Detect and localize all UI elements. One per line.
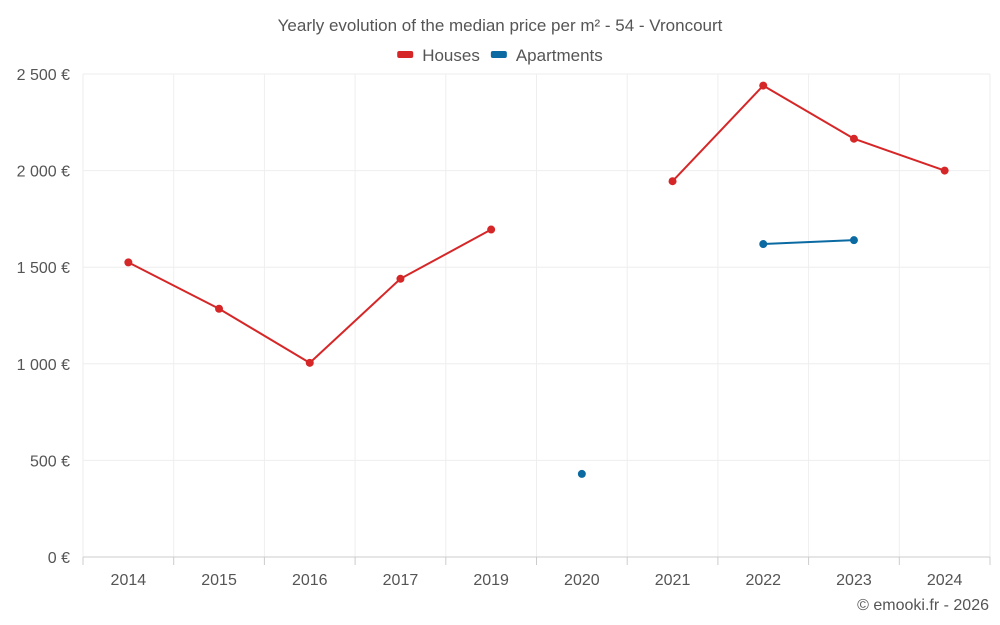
x-tick-label: 2015 (201, 572, 237, 589)
x-tick-label: 2023 (836, 572, 872, 589)
houses-line-segment (762, 84, 855, 140)
houses-line-segment (308, 277, 402, 364)
houses-point[interactable] (305, 358, 314, 367)
houses-line-segment (127, 261, 221, 310)
y-tick-label: 2 000 € (17, 164, 70, 181)
houses-point[interactable] (487, 225, 496, 234)
x-tick-label: 2016 (292, 572, 328, 589)
houses-point[interactable] (215, 304, 224, 313)
y-axis: 0 € 500 € 1 000 € 1 500 € 2 000 € 2 500 € (17, 67, 70, 567)
houses-line-segment (399, 228, 493, 280)
x-tick-label: 2019 (473, 572, 509, 589)
x-tick-label: 2022 (745, 572, 781, 589)
legend-swatch (397, 51, 414, 58)
houses-point[interactable] (124, 258, 133, 267)
legend-swatch (490, 51, 507, 58)
apartments-line-segment (762, 239, 855, 246)
y-tick-label: 2 500 € (17, 67, 70, 84)
apartments-point[interactable] (849, 236, 858, 245)
y-tick-label: 1 000 € (17, 357, 70, 374)
apartments-point[interactable] (759, 240, 768, 249)
houses-line-segment (671, 84, 765, 183)
y-tick-label: 500 € (30, 453, 70, 470)
grid (82, 73, 991, 557)
legend-item-apartments[interactable]: Apartments (490, 46, 603, 65)
credit-text: © emooki.fr - 2026 (857, 597, 989, 614)
x-tick-label: 2024 (927, 572, 963, 589)
legend-label: Apartments (516, 46, 603, 65)
x-tick-label: 2017 (383, 572, 419, 589)
x-tick-label: 2021 (655, 572, 691, 589)
houses-point[interactable] (849, 134, 858, 143)
x-tick-label: 2014 (111, 572, 147, 589)
houses-point[interactable] (668, 177, 677, 186)
legend-label: Houses (422, 46, 480, 65)
houses-point[interactable] (940, 166, 949, 175)
x-axis: 2014 2015 2016 2017 2019 2020 2021 2022 2023 2024 (82, 556, 991, 589)
y-tick-label: 1 500 € (17, 260, 70, 277)
x-tick-label: 2020 (564, 572, 600, 589)
series-layer (124, 81, 949, 478)
legend-item-houses[interactable]: Houses (397, 46, 480, 65)
series-apartments (577, 236, 858, 478)
legend: Houses Apartments (397, 46, 603, 65)
y-tick-label: 0 € (48, 550, 70, 567)
houses-point[interactable] (396, 274, 405, 283)
houses-line-segment (852, 137, 946, 172)
apartments-point[interactable] (577, 469, 586, 478)
series-houses (124, 81, 949, 367)
chart-title: Yearly evolution of the median price per… (278, 16, 723, 35)
houses-line-segment (218, 307, 311, 364)
houses-point[interactable] (759, 81, 768, 90)
